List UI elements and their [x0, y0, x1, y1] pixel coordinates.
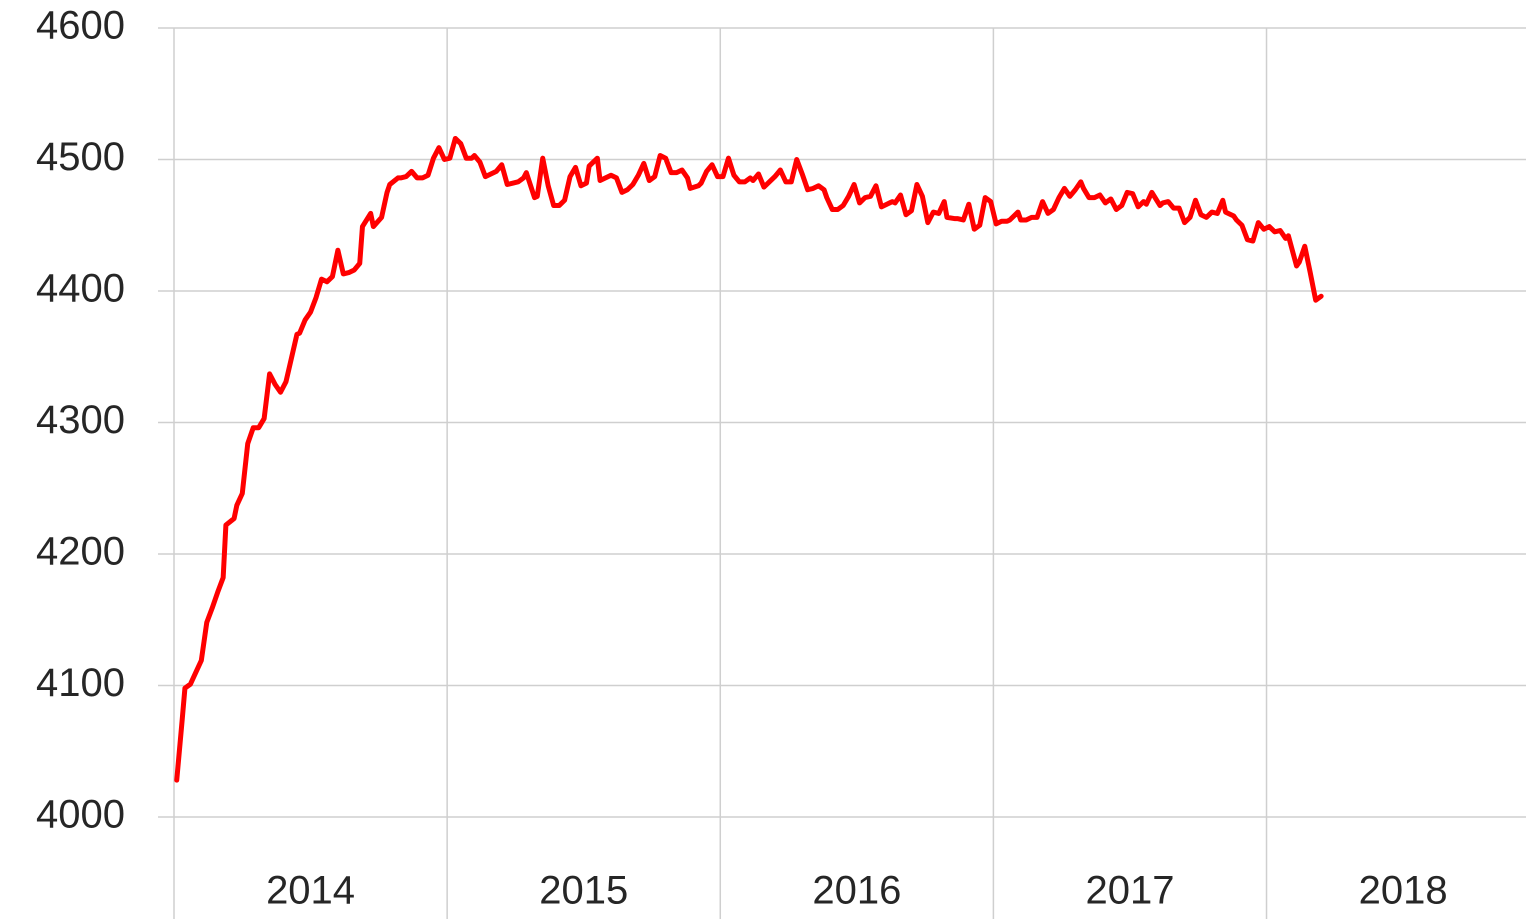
data-line	[174, 135, 1324, 783]
y-tick-label: 4400	[36, 267, 125, 311]
x-tick-label: 2017	[1085, 869, 1174, 913]
y-tick-label: 4100	[36, 661, 125, 705]
x-tick-label: 2018	[1359, 869, 1448, 913]
y-tick-label: 4500	[36, 135, 125, 179]
y-tick-label: 4600	[36, 4, 125, 48]
x-tick-label: 2014	[266, 869, 355, 913]
y-tick-label: 4000	[36, 793, 125, 837]
x-tick-label: 2015	[539, 869, 628, 913]
x-tick-label: 2016	[812, 869, 901, 913]
y-tick-label: 4300	[36, 398, 125, 442]
y-tick-label: 4200	[36, 530, 125, 574]
